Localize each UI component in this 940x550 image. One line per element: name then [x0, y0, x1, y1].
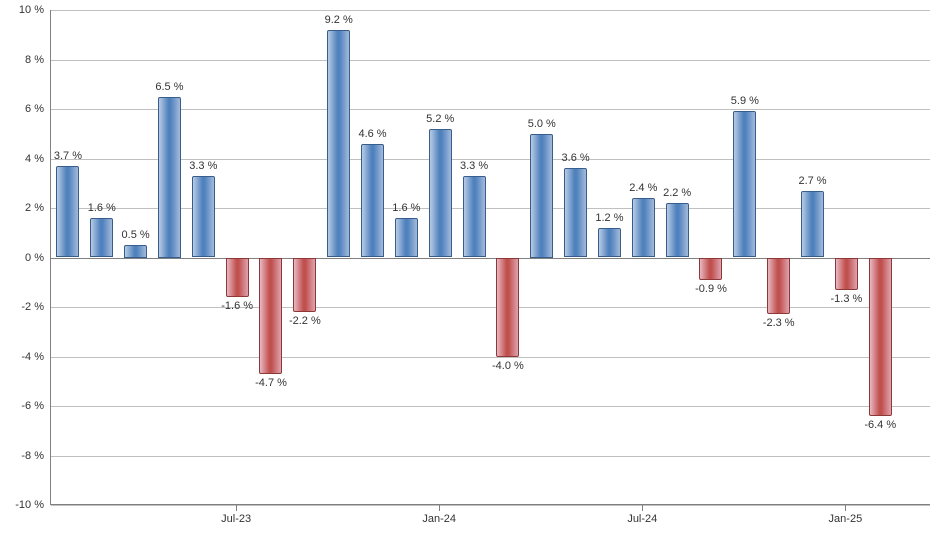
gridline — [51, 109, 930, 110]
y-tick-label: 8 % — [25, 54, 44, 66]
bar-value-label: 3.3 % — [460, 160, 488, 172]
bar-value-label: 2.4 % — [629, 182, 657, 194]
bar-value-label: 1.6 % — [88, 202, 116, 214]
y-tick-label: -4 % — [21, 351, 44, 363]
bar-value-label: 5.0 % — [528, 118, 556, 130]
plot-area: 3.7 % 1.6 % 0.5 % 6.5 % 3.3 % -1.6 % -4.7 % -2.… — [50, 10, 930, 505]
x-tick-mark — [236, 505, 237, 511]
bar-value-label: 1.2 % — [595, 212, 623, 224]
bar-value-label: -2.3 % — [763, 317, 795, 329]
gridline — [51, 406, 930, 407]
bar-value-label: 5.9 % — [731, 95, 759, 107]
bar — [835, 258, 858, 290]
bar-value-label: 6.5 % — [155, 81, 183, 93]
bar — [463, 176, 486, 258]
gridline — [51, 505, 930, 506]
bar-value-label: -0.9 % — [695, 283, 727, 295]
bar — [801, 191, 824, 258]
bar — [293, 258, 316, 312]
y-tick-label: -10 % — [15, 499, 44, 511]
bar-value-label: 2.7 % — [798, 175, 826, 187]
bar — [496, 258, 519, 357]
bar — [124, 245, 147, 257]
x-tick-label: Jul-23 — [221, 513, 251, 525]
bar-value-label: 3.7 % — [54, 150, 82, 162]
bar — [564, 168, 587, 257]
x-tick-mark — [642, 505, 643, 511]
bar — [192, 176, 215, 258]
bar — [598, 228, 621, 258]
gridline — [51, 258, 930, 259]
bar — [327, 30, 350, 258]
x-tick-label: Jan-24 — [422, 513, 456, 525]
gridline — [51, 307, 930, 308]
bar — [90, 218, 113, 258]
bar-chart: 3.7 % 1.6 % 0.5 % 6.5 % 3.3 % -1.6 % -4.7 % -2.… — [0, 0, 940, 550]
bar-value-label: -6.4 % — [864, 419, 896, 431]
x-tick-mark — [845, 505, 846, 511]
bar — [226, 258, 249, 298]
x-tick-label: Jul-24 — [627, 513, 657, 525]
bar-value-label: 3.3 % — [189, 160, 217, 172]
bar — [666, 203, 689, 257]
gridline — [51, 60, 930, 61]
x-tick-mark — [439, 505, 440, 511]
y-tick-label: 4 % — [25, 153, 44, 165]
bar-value-label: 4.6 % — [358, 128, 386, 140]
bar — [699, 258, 722, 280]
bar-value-label: -2.2 % — [289, 315, 321, 327]
bar — [632, 198, 655, 257]
y-tick-label: 0 % — [25, 252, 44, 264]
y-tick-label: 10 % — [19, 4, 44, 16]
gridline — [51, 208, 930, 209]
bar — [395, 218, 418, 258]
bar-value-label: 1.6 % — [392, 202, 420, 214]
bar-value-label: 0.5 % — [122, 229, 150, 241]
x-tick-label: Jan-25 — [829, 513, 863, 525]
bar-value-label: -1.3 % — [830, 293, 862, 305]
bar — [733, 111, 756, 257]
bar-value-label: 9.2 % — [325, 14, 353, 26]
bar-value-label: 2.2 % — [663, 187, 691, 199]
y-tick-label: -2 % — [21, 301, 44, 313]
bar-value-label: 5.2 % — [426, 113, 454, 125]
bar — [869, 258, 892, 416]
bar-value-label: -4.0 % — [492, 360, 524, 372]
gridline — [51, 456, 930, 457]
bar — [56, 166, 79, 258]
gridline — [51, 159, 930, 160]
bar — [361, 144, 384, 258]
y-tick-label: -8 % — [21, 450, 44, 462]
y-tick-label: 2 % — [25, 202, 44, 214]
bar-value-label: 3.6 % — [562, 152, 590, 164]
bar — [429, 129, 452, 258]
bar — [767, 258, 790, 315]
y-tick-label: -6 % — [21, 400, 44, 412]
y-tick-label: 6 % — [25, 103, 44, 115]
gridline — [51, 10, 930, 11]
bar — [530, 134, 553, 258]
bar-value-label: -1.6 % — [221, 300, 253, 312]
bar — [158, 97, 181, 258]
gridline — [51, 357, 930, 358]
bar — [259, 258, 282, 374]
bar-value-label: -4.7 % — [255, 377, 287, 389]
